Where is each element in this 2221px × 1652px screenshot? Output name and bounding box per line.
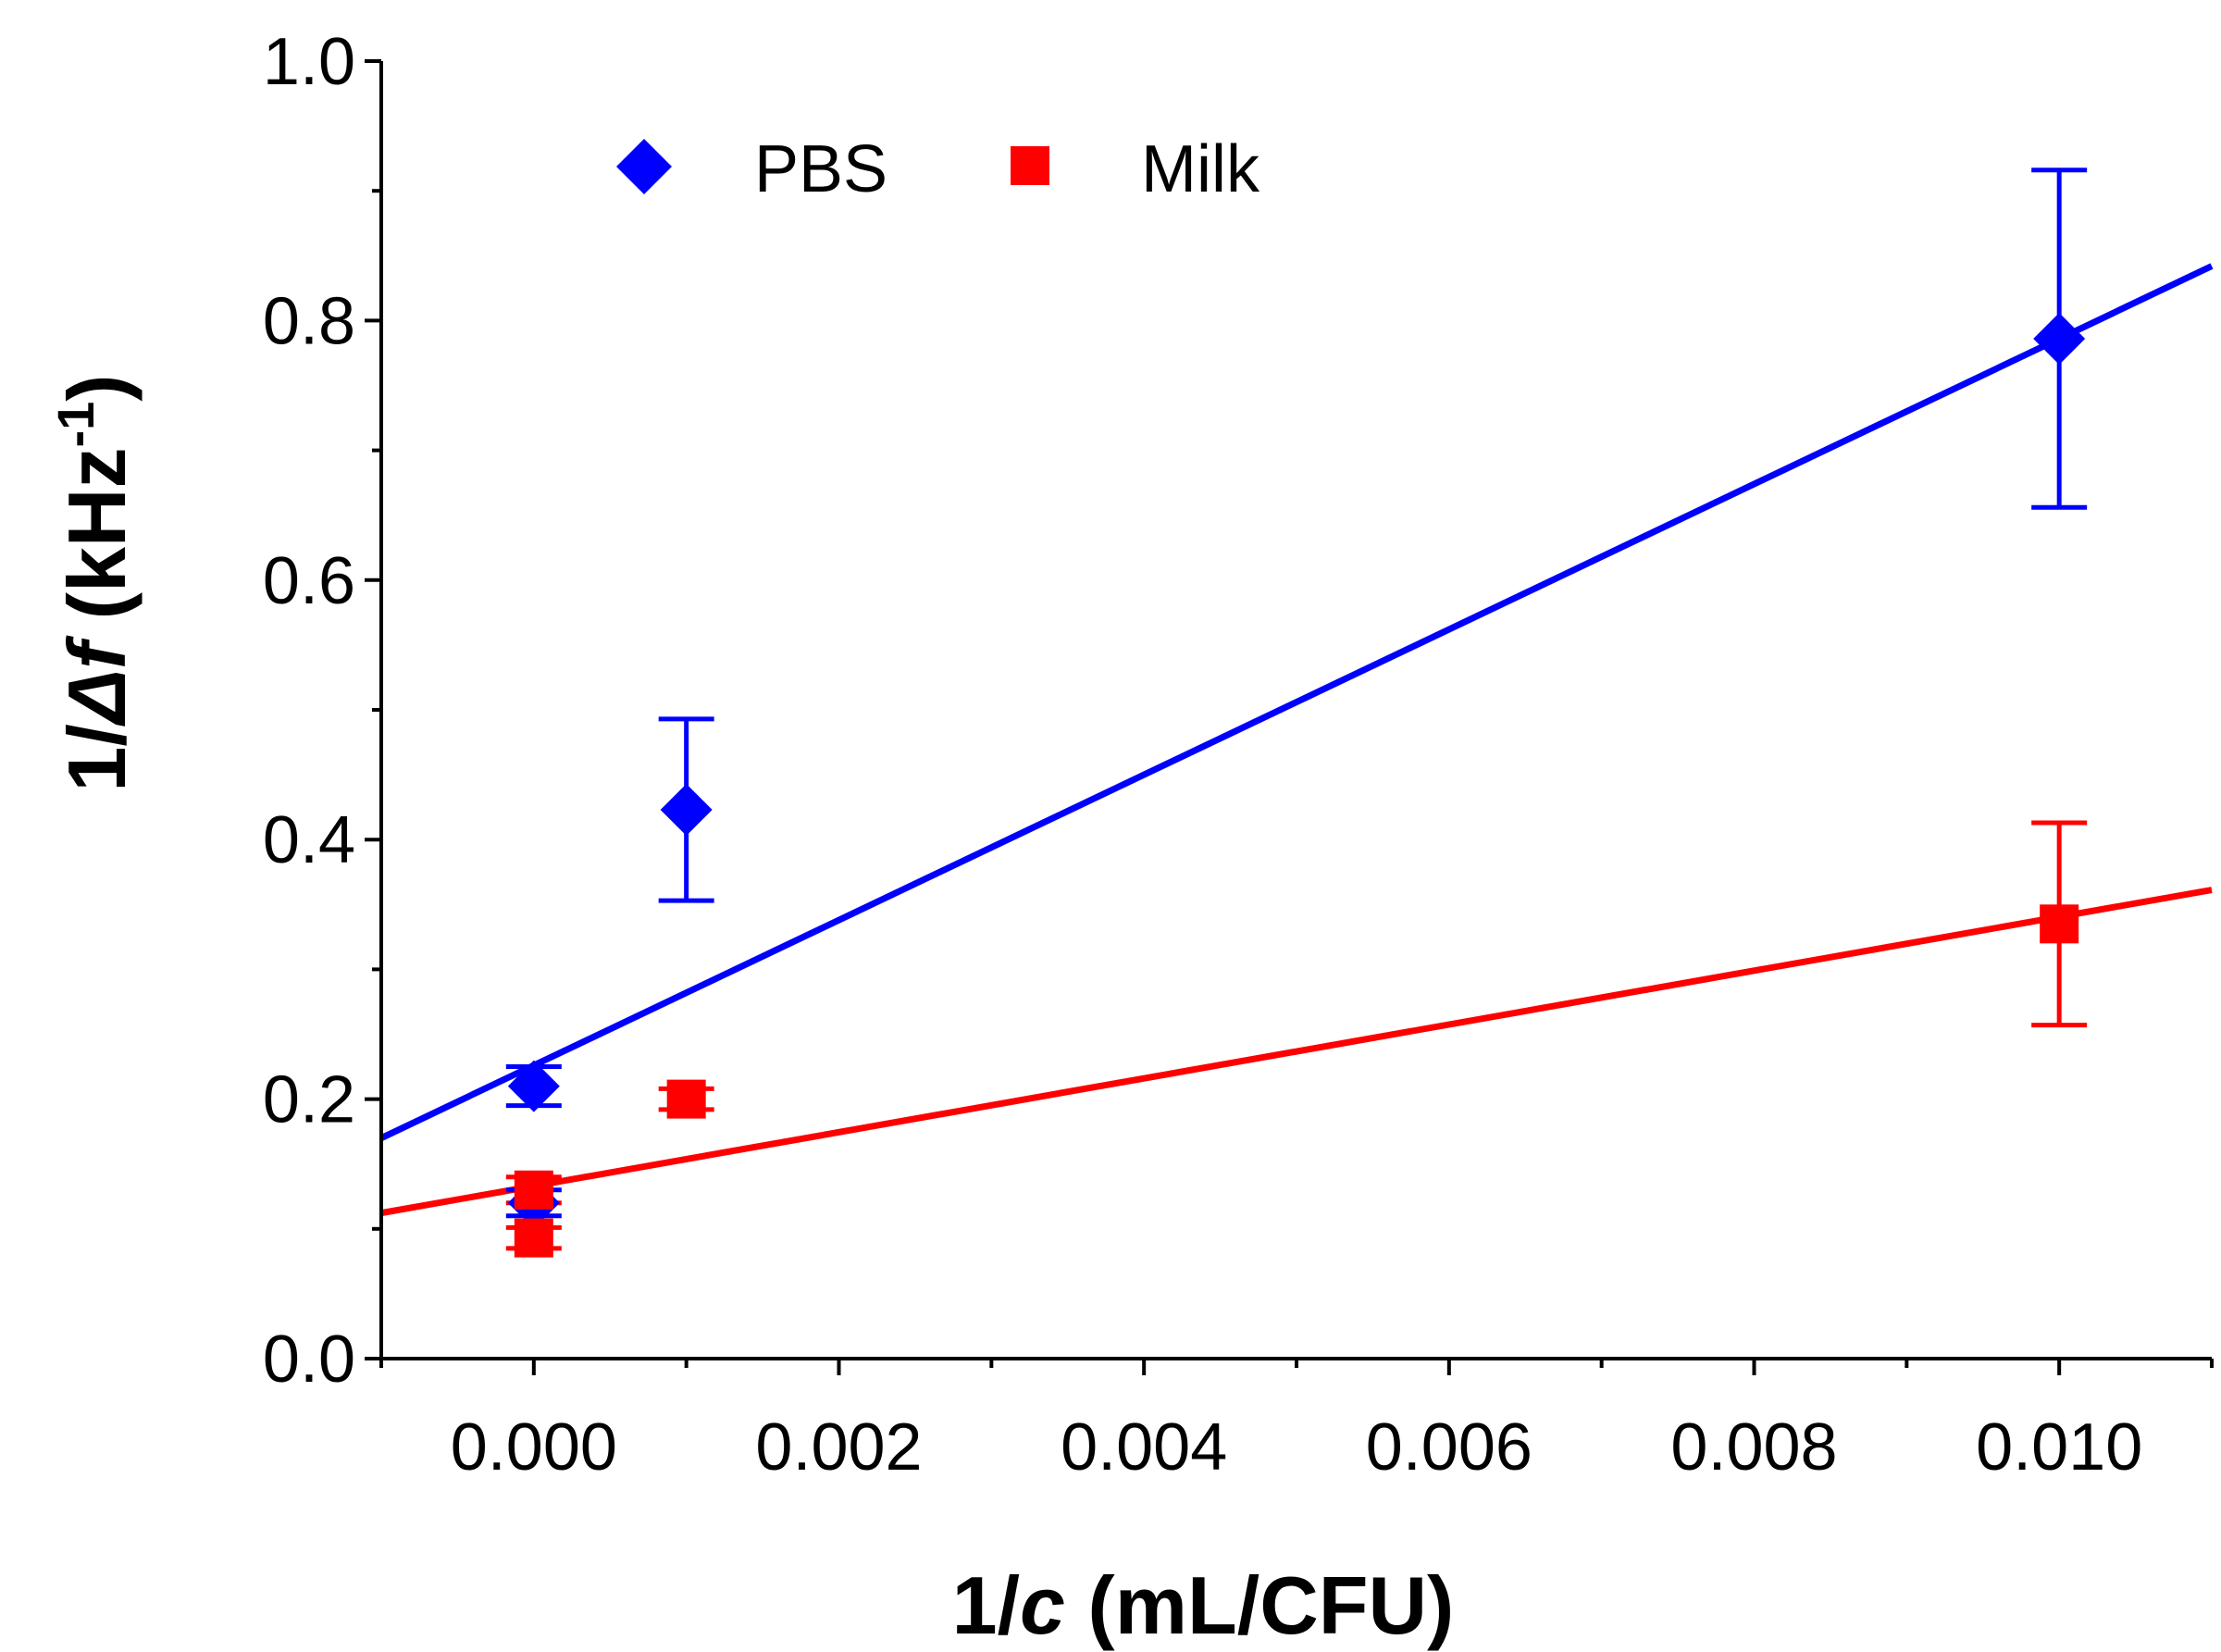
x-tick-label: 0.004 xyxy=(1061,1410,1227,1484)
y-tick-label: 0.2 xyxy=(263,1063,355,1137)
marker-pbs xyxy=(660,783,713,836)
marker-milk xyxy=(666,1079,706,1119)
marker-pbs xyxy=(2033,313,2086,366)
legend-marker-milk xyxy=(1011,146,1049,185)
y-tick-label: 1.0 xyxy=(263,25,355,99)
y-tick-label: 0.4 xyxy=(263,803,355,877)
y-tick-label: 0.0 xyxy=(263,1323,355,1397)
legend-label-pbs: PBS xyxy=(754,132,887,206)
x-tick-label: 0.010 xyxy=(1976,1410,2142,1484)
legend: PBS Milk xyxy=(616,132,1260,206)
marker-milk xyxy=(514,1218,553,1258)
fit-line-milk xyxy=(380,887,2213,1217)
legend-label-milk: Milk xyxy=(1141,132,1260,206)
y-ticks: 0.0 0.2 0.4 0.6 0.8 1.0 xyxy=(263,25,381,1397)
x-axis-title: 1/c (mL/CFU) xyxy=(952,1559,1455,1651)
marker-milk xyxy=(514,1170,553,1210)
x-ticks: 0.000 0.002 0.004 0.006 0.008 0.010 xyxy=(379,1359,2214,1484)
marker-milk xyxy=(2040,904,2079,944)
x-tick-label: 0.008 xyxy=(1670,1410,1837,1484)
y-tick-label: 0.8 xyxy=(263,284,355,358)
y-axis-title: 1/Δf (kHz-1) xyxy=(46,374,143,791)
error-bars xyxy=(505,168,2088,1251)
fit-lines xyxy=(379,263,2214,1217)
legend-marker-pbs xyxy=(616,139,672,194)
x-tick-label: 0.006 xyxy=(1366,1410,1532,1484)
y-tick-label: 0.6 xyxy=(263,544,355,618)
x-tick-label: 0.000 xyxy=(451,1410,617,1484)
x-tick-label: 0.002 xyxy=(755,1410,922,1484)
marker-pbs xyxy=(507,1060,560,1112)
data-markers xyxy=(507,313,2086,1258)
fit-line-pbs xyxy=(379,263,2214,1141)
